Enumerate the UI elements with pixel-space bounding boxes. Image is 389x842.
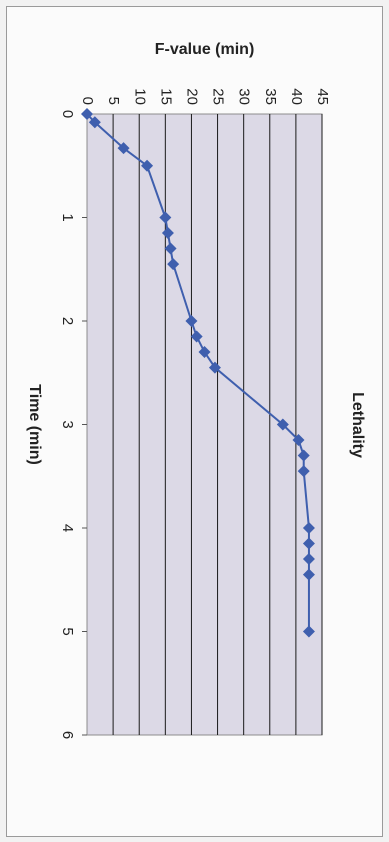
x-tick-label: 3	[59, 420, 76, 428]
data-point	[190, 330, 203, 343]
x-axis-title: Time (min)	[26, 384, 43, 465]
data-point	[88, 116, 101, 129]
data-point	[81, 108, 93, 120]
y-tick-label: 15	[157, 88, 174, 105]
y-axis-ticks: 0 5 10 15 20 25 30 35 40 45	[79, 88, 331, 105]
data-point	[302, 568, 315, 581]
gridlines	[112, 114, 323, 735]
data-point	[276, 418, 289, 431]
series-layer	[81, 108, 315, 638]
y-tick-label: 35	[262, 88, 279, 105]
data-point	[159, 211, 172, 224]
data-point	[164, 242, 177, 255]
data-point	[302, 537, 315, 550]
data-point	[302, 625, 315, 638]
data-point	[297, 465, 310, 478]
x-tick-label: 6	[59, 731, 76, 739]
data-point	[292, 434, 305, 447]
x-tick-label: 2	[59, 317, 76, 325]
y-tick-label: 10	[131, 88, 148, 105]
x-tick-label: 1	[59, 213, 76, 221]
x-tick-label: 5	[59, 627, 76, 635]
y-tick-label: 40	[288, 88, 305, 105]
data-point	[302, 522, 315, 534]
data-point	[161, 227, 174, 240]
y-tick-label: 30	[236, 88, 253, 105]
x-axis-ticks: 0 1 2 3 4 5 6	[59, 110, 87, 739]
data-point	[117, 142, 130, 155]
data-point	[141, 159, 154, 172]
data-point	[208, 361, 221, 374]
chart-title: Lethality	[349, 392, 366, 458]
x-tick-label: 0	[59, 110, 76, 118]
y-tick-label: 20	[183, 88, 200, 105]
data-point	[185, 315, 198, 327]
y-tick-label: 0	[79, 97, 96, 105]
y-tick-label: 45	[314, 88, 331, 105]
data-point	[167, 258, 180, 271]
y-axis-title: F-value (min)	[155, 41, 255, 58]
data-point	[198, 346, 211, 359]
y-tick-label: 5	[105, 97, 122, 105]
data-point	[302, 553, 315, 566]
y-tick-label: 25	[210, 88, 227, 105]
x-tick-label: 4	[59, 524, 76, 532]
data-point	[297, 449, 310, 462]
